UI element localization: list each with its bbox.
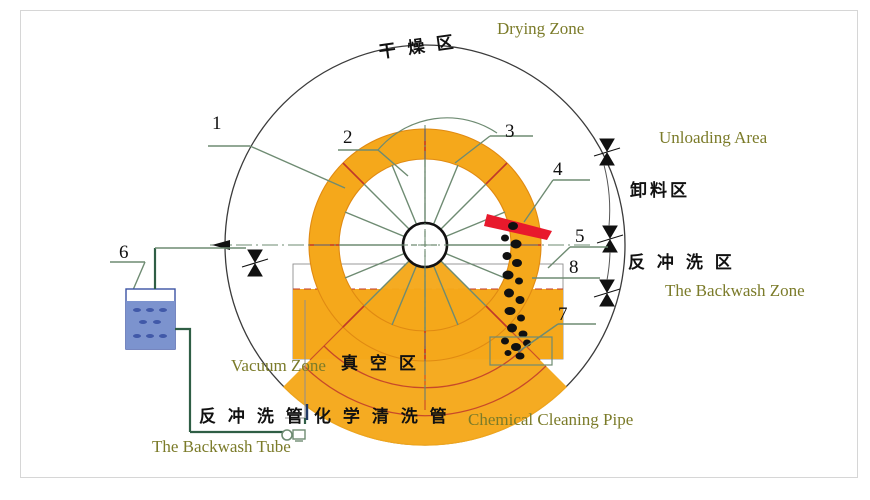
callout-7: 7 (558, 304, 568, 325)
discharged-cake-particles (501, 222, 531, 360)
callout-3: 3 (505, 121, 515, 142)
valve-icon (281, 429, 306, 442)
pipe-label-chemical-en: Chemical Cleaning Pipe (468, 410, 634, 429)
callout-1: 1 (212, 113, 222, 134)
zone-label-backwash-en: The Backwash Zone (665, 281, 805, 300)
callout-8: 8 (569, 257, 579, 278)
callout-leaders (110, 117, 608, 353)
zone-label-unloading-cn: 卸料区 (630, 181, 690, 201)
centerlines (210, 125, 590, 400)
callout-6: 6 (119, 242, 129, 263)
zone-boundary-arcs (603, 164, 611, 281)
zone-boundary-markers (241, 138, 624, 307)
zone-label-vacuum-en: Vacuum Zone (231, 356, 326, 375)
scraper-blade (484, 214, 552, 240)
zone-label-vacuum-cn: 真 空 区 (341, 354, 419, 374)
piping-network (153, 247, 307, 434)
callout-2: 2 (343, 127, 353, 148)
callout-4: 4 (553, 159, 563, 180)
zone-label-drying-en: Drying Zone (497, 19, 585, 38)
zone-label-backwash-cn: 反 冲 洗 区 (628, 253, 735, 273)
pipe-label-chemical-cn: 化 学 清 洗 管 (314, 407, 450, 427)
zone-label-unloading-en: Unloading Area (659, 128, 768, 147)
beaker (125, 288, 176, 350)
pipe-label-backwash-tube-cn: 反 冲 洗 管 (199, 407, 306, 427)
pipe-label-backwash-tube-en: The Backwash Tube (152, 437, 291, 456)
cake-collection-box (489, 336, 553, 366)
callout-5: 5 (575, 226, 585, 247)
